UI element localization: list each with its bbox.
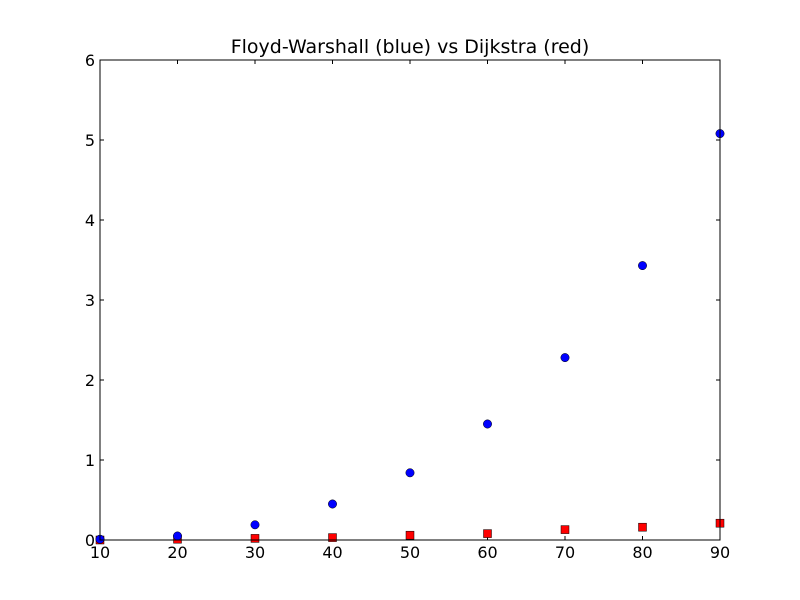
x-tick-label: 70 (555, 543, 575, 562)
y-tick-label: 0 (85, 531, 95, 550)
floyd-warshall-point (405, 468, 415, 478)
y-tick-label: 5 (85, 131, 95, 150)
y-tick-label: 1 (85, 451, 95, 470)
chart-title: Floyd-Warshall (blue) vs Dijkstra (red) (231, 36, 590, 58)
floyd-warshall-point (560, 353, 570, 363)
dijkstra-point (638, 522, 647, 532)
floyd-warshall-point (483, 419, 492, 429)
x-tick-label: 90 (710, 543, 730, 562)
x-tick-label: 50 (400, 543, 420, 562)
dijkstra-point (483, 529, 492, 538)
y-tick-label: 2 (85, 371, 95, 390)
dijkstra-point (405, 530, 415, 540)
x-tick-label: 30 (245, 543, 265, 562)
x-tick-label: 10 (90, 543, 110, 562)
x-tick-label: 40 (322, 543, 342, 562)
dijkstra-point (328, 533, 337, 542)
x-tick-label: 20 (167, 543, 187, 562)
dijkstra-point (560, 525, 570, 534)
floyd-warshall-point (250, 520, 260, 530)
floyd-warshall-point (173, 531, 182, 541)
y-tick-label: 3 (85, 291, 95, 310)
x-tick-label: 60 (477, 543, 497, 562)
plot-frame (99, 59, 721, 541)
axis-ticks: 10 20 30 40 50 60 70 80 90 0 1 2 3 4 5 6 (85, 51, 730, 562)
y-tick-label: 4 (85, 211, 95, 230)
floyd-warshall-point (328, 499, 337, 509)
floyd-warshall-point (638, 261, 647, 271)
y-tick-label: 6 (85, 51, 95, 70)
x-tick-label: 80 (632, 543, 652, 562)
dijkstra-point (250, 534, 260, 543)
